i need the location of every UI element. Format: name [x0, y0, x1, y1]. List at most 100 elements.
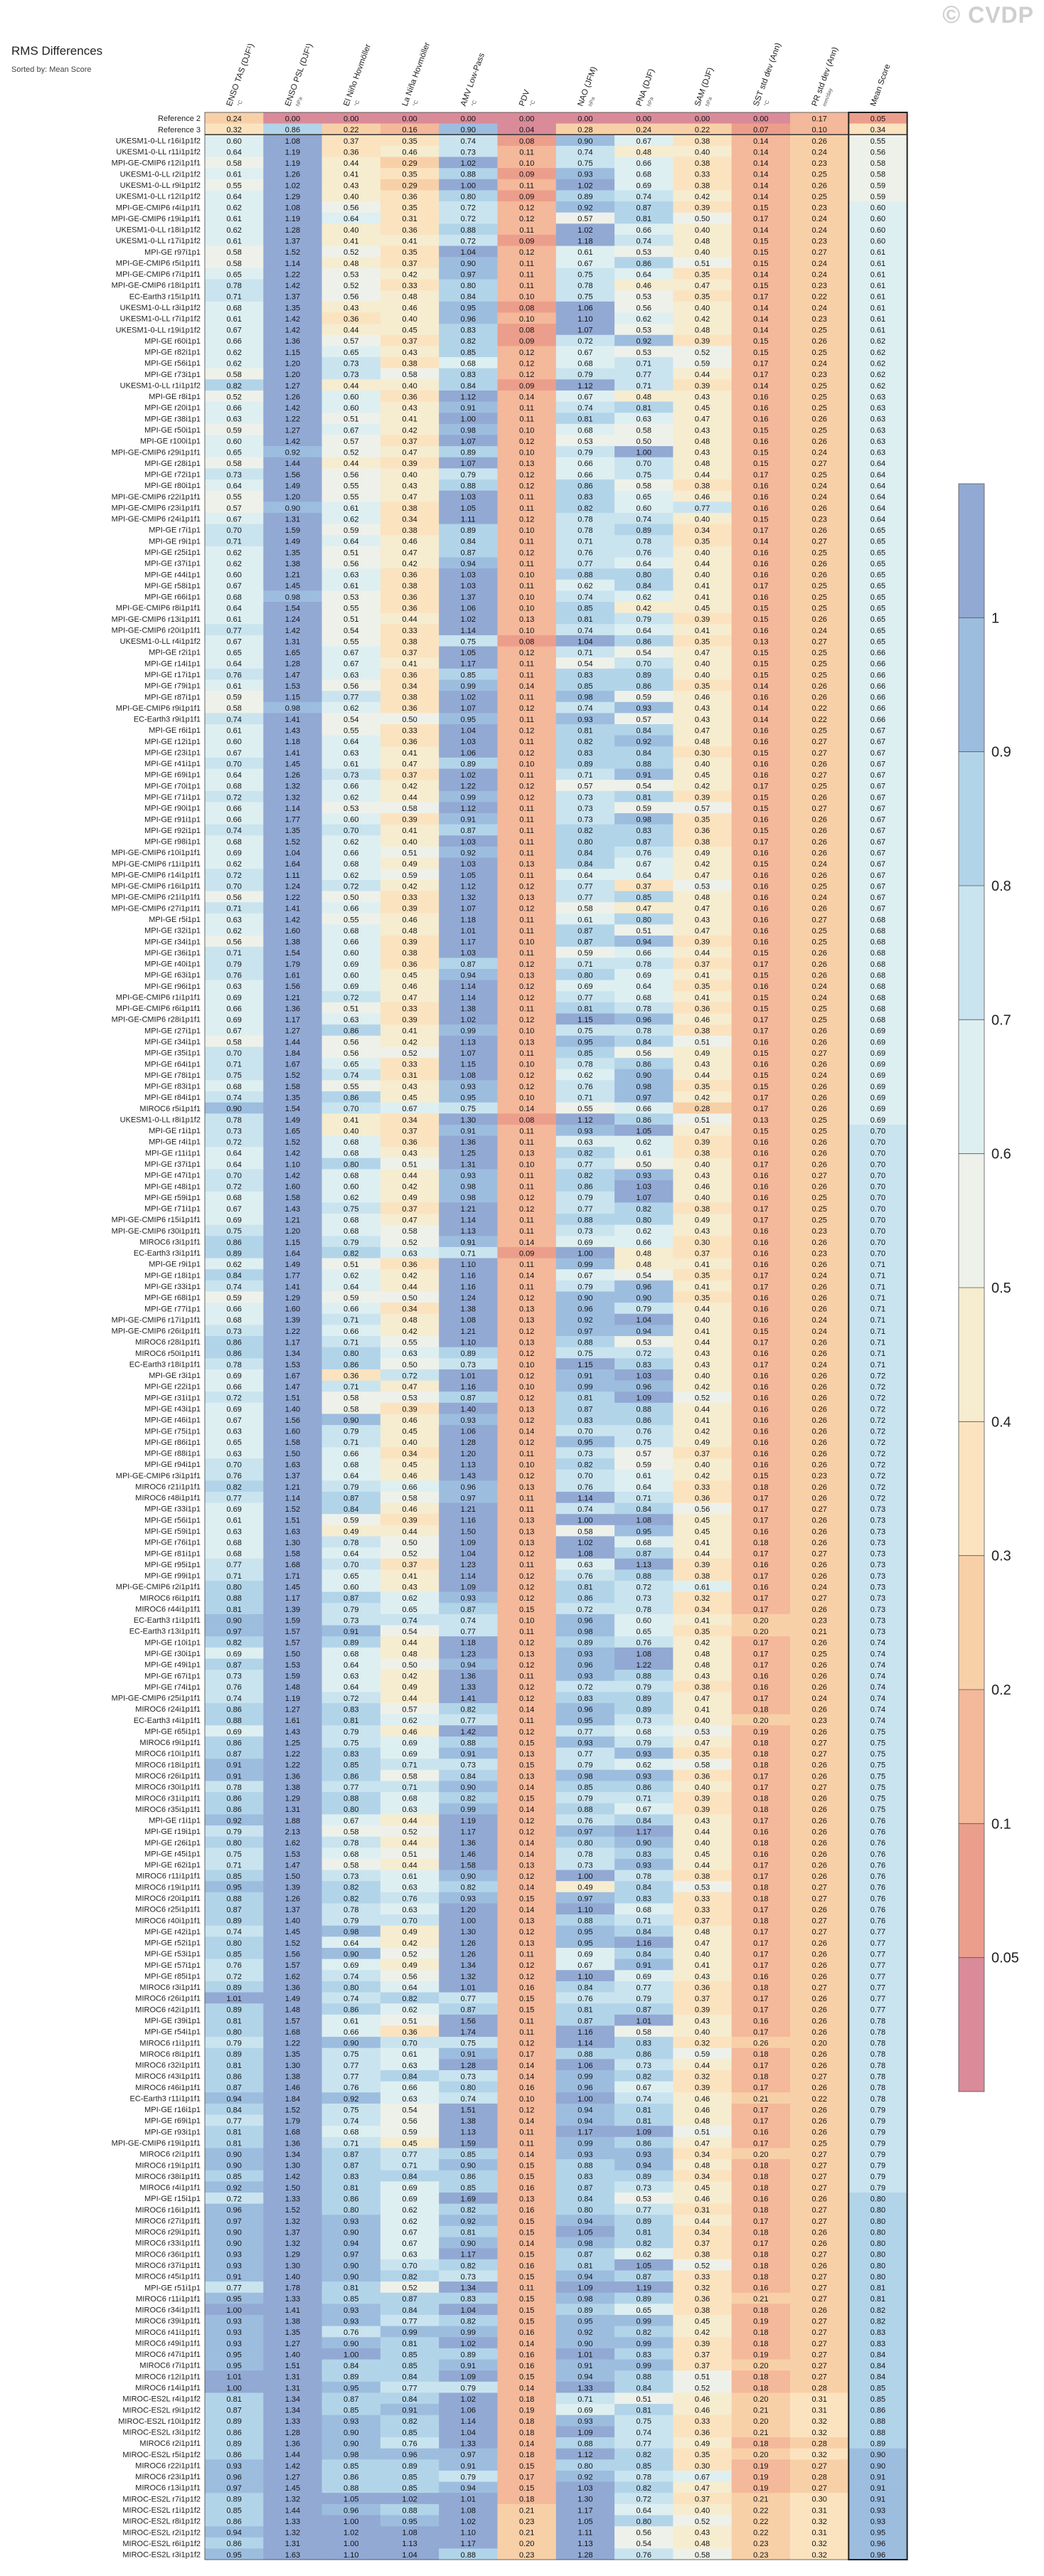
cell-value: 0.17 [753, 2117, 768, 2126]
heatmap-cell [380, 123, 440, 135]
heatmap-cell [380, 446, 440, 458]
cell-value: 0.26 [811, 2017, 826, 2025]
heatmap-cell [731, 790, 791, 802]
cell-value: 0.24 [811, 493, 826, 502]
cell-value: 0.35 [402, 137, 417, 146]
cell-value: 0.12 [519, 1728, 534, 1737]
heatmap-cell [380, 813, 440, 825]
cell-value: 0.93 [461, 1172, 476, 1180]
heatmap-cell [731, 413, 791, 425]
cell-value: 0.84 [636, 582, 651, 590]
heatmap-cell [731, 301, 791, 313]
heatmap-cell [205, 379, 264, 391]
cell-value: 0.66 [343, 905, 358, 913]
cell-value: 0.15 [519, 1894, 534, 1903]
row-label: MIROC6 r32i1p1f1 [135, 2062, 201, 2070]
cell-value: 1.50 [285, 1450, 300, 1458]
cell-value: 0.45 [402, 972, 417, 980]
cell-value: 0.83 [343, 1706, 358, 1714]
heatmap-cell [555, 1024, 615, 1037]
cell-value: 1.48 [285, 2006, 300, 2015]
heatmap-cell [205, 790, 264, 802]
cell-value: 0.89 [226, 2050, 241, 2059]
cell-value: 0.63 [870, 415, 885, 424]
heatmap-cell [731, 869, 791, 881]
cell-value: 0.65 [402, 1606, 417, 1614]
cell-value: 0.79 [461, 471, 476, 479]
cell-value: 0.87 [343, 1494, 358, 1502]
row-label: MPI-GE-CMIP6 r22i1p1f1 [112, 493, 201, 502]
cell-value: 0.99 [461, 793, 476, 802]
cell-value: 0.50 [402, 1661, 417, 1670]
heatmap-cell [380, 357, 440, 369]
heatmap-cell [497, 613, 557, 625]
cell-value: 0.43 [695, 1061, 710, 1069]
row-label: MPI-GE r82i1p1 [144, 349, 201, 357]
cell-value: 0.46 [402, 1728, 417, 1737]
cell-value: 0.84 [577, 2195, 592, 2204]
cell-value: 0.96 [461, 1483, 476, 1492]
row-label: MPI-GE r77i1p1 [144, 1305, 201, 1313]
cell-value: 0.55 [343, 482, 358, 491]
cell-value: 0.98 [577, 694, 592, 702]
cell-value: 0.50 [402, 1294, 417, 1303]
cell-value: 0.17 [753, 1494, 768, 1502]
cell-value: 0.25 [811, 582, 826, 590]
cell-value: 0.87 [577, 1405, 592, 1414]
cell-value: 0.66 [870, 682, 885, 691]
heatmap-cell [555, 657, 615, 669]
cell-value: 0.61 [870, 282, 885, 290]
heatmap-cell [205, 935, 264, 948]
cell-value: 0.45 [402, 1461, 417, 1470]
cell-value: 0.73 [226, 1673, 241, 1681]
cell-value: 0.13 [519, 1517, 534, 1525]
heatmap-cell [731, 312, 791, 324]
cell-value: 0.75 [577, 293, 592, 302]
cell-value: 0.87 [636, 204, 651, 213]
cell-value: 0.15 [519, 2162, 534, 2170]
cell-value: 0.51 [695, 260, 710, 268]
heatmap-cell [731, 602, 791, 614]
cell-value: 0.64 [636, 270, 651, 279]
heatmap-cell [263, 635, 322, 647]
cell-value: 0.69 [402, 1750, 417, 1759]
cell-value: 0.39 [402, 905, 417, 913]
cell-value: 0.58 [636, 2028, 651, 2037]
cell-value: 0.38 [695, 1683, 710, 1692]
heatmap-cell [673, 613, 733, 625]
heatmap-cell [321, 869, 381, 881]
cell-value: 0.97 [577, 1828, 592, 1837]
cell-value: 0.27 [811, 738, 826, 746]
heatmap-cell [497, 223, 557, 235]
cell-value: 0.42 [695, 1383, 710, 1392]
heatmap-cell [673, 847, 733, 859]
cell-value: 0.44 [402, 793, 417, 802]
row-label: MPI-GE-CMIP6 r8i1p1f1 [116, 604, 201, 613]
cell-value: 0.64 [343, 538, 358, 546]
cell-value: 0.00 [461, 115, 476, 124]
cell-value: 1.54 [285, 605, 300, 613]
cell-value: 0.18 [753, 1795, 768, 1803]
heatmap-cell [321, 969, 381, 981]
heatmap-cell [263, 1058, 322, 1070]
heatmap-cell [848, 512, 907, 524]
heatmap-cell [731, 1102, 791, 1114]
cell-value: 0.69 [577, 1951, 592, 1959]
cell-value: 0.73 [870, 1594, 885, 1603]
cell-value: 0.71 [343, 1383, 358, 1392]
cell-value: 0.17 [753, 1661, 768, 1670]
cell-value: 0.12 [519, 1294, 534, 1303]
cell-value: 0.70 [577, 1472, 592, 1480]
heatmap-cell [848, 857, 907, 869]
cell-value: 0.33 [402, 1061, 417, 1069]
cell-value: 0.81 [636, 215, 651, 223]
heatmap-cell [614, 190, 673, 202]
column-header: NAO (JFM) [576, 65, 598, 107]
cell-value: 1.57 [285, 2017, 300, 2025]
heatmap-cell [497, 735, 557, 747]
heatmap-cell [263, 824, 322, 836]
cell-value: 0.18 [753, 1706, 768, 1714]
heatmap-cell [321, 1113, 381, 1125]
cell-value: 0.65 [870, 526, 885, 535]
heatmap-cell [380, 579, 440, 591]
